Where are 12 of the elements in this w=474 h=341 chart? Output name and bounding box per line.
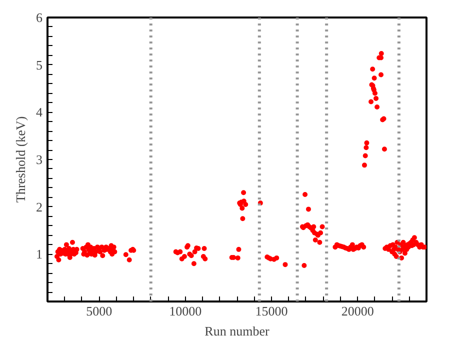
y-tick-label: 3 xyxy=(36,152,42,167)
x-tick-label: 5000 xyxy=(86,304,112,318)
x-tick-label: 15000 xyxy=(255,304,288,318)
y-tick-label: 1 xyxy=(36,246,42,262)
y-tick-label: 4 xyxy=(36,104,43,120)
x-tick-label: 10000 xyxy=(169,304,202,318)
y-axis-title: Threshold (keV) xyxy=(13,116,28,203)
y-tick-label: 2 xyxy=(36,199,42,214)
x-tick-label: 20000 xyxy=(341,304,374,318)
x-axis-title: Run number xyxy=(204,324,270,338)
y-tick-label: 5 xyxy=(36,57,42,72)
y-tick-label: 6 xyxy=(36,10,43,25)
